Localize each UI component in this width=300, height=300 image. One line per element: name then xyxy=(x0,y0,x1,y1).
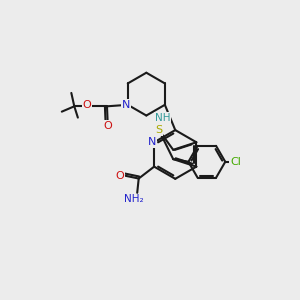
Text: NH: NH xyxy=(155,112,170,123)
Text: N: N xyxy=(122,100,130,110)
Text: O: O xyxy=(83,100,92,110)
Text: O: O xyxy=(115,171,124,181)
Text: N: N xyxy=(148,137,156,147)
Text: Cl: Cl xyxy=(230,157,241,167)
Text: S: S xyxy=(155,125,162,135)
Text: NH₂: NH₂ xyxy=(124,194,143,204)
Text: O: O xyxy=(103,121,112,130)
